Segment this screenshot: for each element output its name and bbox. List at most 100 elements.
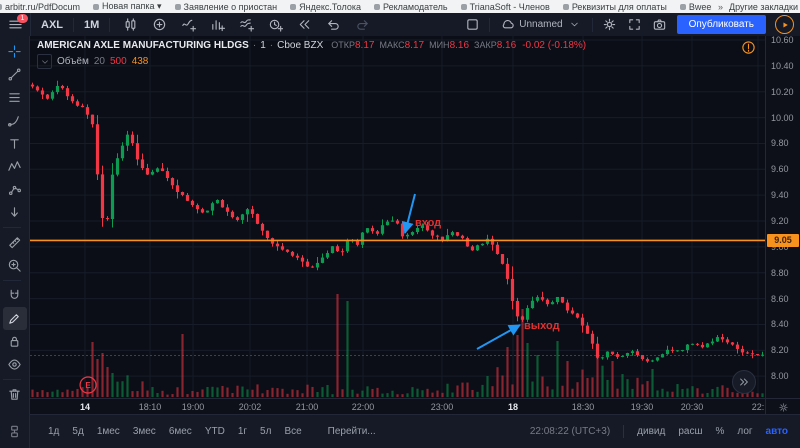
data-warning-icon[interactable]	[741, 40, 756, 55]
xabcd-tool[interactable]	[3, 155, 27, 178]
chart-tools-group	[110, 17, 382, 33]
crosshair-tool[interactable]	[3, 40, 27, 63]
drawing-toolbar	[0, 36, 30, 448]
object-tree-icon[interactable]	[7, 424, 23, 440]
chart-pane[interactable]: AMERICAN AXLE MANUFACTURING HLDGS · 1 · …	[30, 36, 765, 398]
range-Все[interactable]: Все	[284, 426, 302, 437]
template-icon[interactable]	[238, 17, 254, 33]
bookmark-item[interactable]: Заявление о приостан	[174, 2, 277, 12]
time-tick: 19:30	[630, 402, 654, 412]
range-5д[interactable]: 5д	[72, 426, 84, 437]
draw-lock-tool[interactable]	[2, 307, 27, 330]
favicon	[460, 3, 467, 10]
time-tick: 22:00	[351, 402, 375, 412]
price-tick: 8.80	[771, 267, 789, 278]
zoom-in-tool[interactable]	[3, 254, 27, 277]
toggle-авто[interactable]: авто	[765, 426, 788, 437]
go-to-realtime-button[interactable]	[732, 370, 756, 394]
time-tick: 18	[507, 402, 518, 412]
lock-tool[interactable]	[3, 330, 27, 353]
bookmarks-overflow-icon[interactable]: »	[718, 1, 724, 12]
range-YTD[interactable]: YTD	[204, 426, 225, 437]
volume-indicator-label[interactable]: Объём	[57, 56, 89, 67]
magnet-tool[interactable]	[3, 284, 27, 307]
symbol-title[interactable]: AMERICAN AXLE MANUFACTURING HLDGS	[37, 40, 249, 51]
bottom-right-group: 22:08:22 (UTC+3) дивид расш% лог авто	[530, 425, 800, 438]
eye-tool[interactable]	[3, 353, 27, 376]
toggle-дивид[interactable]: дивид	[637, 426, 666, 437]
main-menu-button[interactable]: 1	[0, 13, 31, 36]
toggle-лог[interactable]: лог	[737, 426, 753, 437]
entry-price-label: 9.05	[767, 233, 799, 247]
svg-text:E: E	[85, 381, 91, 390]
gear-icon	[776, 399, 792, 415]
scale-toggles: дивид расш% лог авто	[637, 426, 788, 437]
undo-icon[interactable]	[325, 17, 341, 33]
trash-tool[interactable]	[3, 383, 27, 406]
date-range-buttons: 1д 5д 1мес 3мес 6мес YTD 1г 5л Все	[30, 426, 302, 437]
range-3мес[interactable]: 3мес	[132, 426, 156, 437]
brush-tool[interactable]	[3, 109, 27, 132]
arrow-down-tool[interactable]	[3, 201, 27, 224]
plus-circle-icon[interactable]	[151, 17, 167, 33]
goto-date-button[interactable]: Перейти...	[327, 426, 376, 437]
ohlc-values: ОТКР8.17 МАКС8.17 МИН8.16 ЗАКР8.16	[331, 40, 516, 51]
bookmark-item[interactable]: arbitr.ru/PdfDocum	[0, 2, 80, 12]
text-tool[interactable]	[3, 132, 27, 155]
price-tick: 10.40	[771, 60, 794, 71]
clock-timezone[interactable]: 22:08:22 (UTC+3)	[529, 426, 611, 437]
toggle-расш[interactable]: расш	[678, 426, 703, 437]
legend-interval: 1	[260, 40, 266, 51]
bookmark-item[interactable]: Bweeble	[679, 2, 712, 12]
volume-ma-value: 438	[131, 56, 149, 67]
candle-icon[interactable]	[122, 17, 138, 33]
price-tick: 10.60	[771, 35, 794, 45]
trendline-tool[interactable]	[3, 63, 27, 86]
price-tick: 9.80	[771, 138, 789, 149]
price-axis[interactable]: 9.05 10.60 10.40 10.20 10.00 9.80 9.60 9.40 9.2…	[765, 35, 800, 407]
bars-icon[interactable]	[209, 17, 225, 33]
notification-badge: 1	[17, 14, 28, 23]
replay-icon[interactable]	[296, 17, 312, 33]
time-tick: 20:02	[238, 402, 262, 412]
layout-icon[interactable]	[464, 17, 480, 33]
other-bookmarks-button[interactable]: Другие закладки	[729, 1, 798, 12]
range-5л[interactable]: 5л	[260, 426, 272, 437]
indicator-icon[interactable]	[180, 17, 196, 33]
ohlc-value: 8.17	[404, 40, 425, 51]
bookmark-item[interactable]: Яндекс.Толока	[290, 2, 361, 12]
settings-gear-icon[interactable]	[602, 17, 618, 33]
snapshot-camera-icon[interactable]	[652, 17, 668, 33]
price-tick: 9.20	[771, 216, 789, 227]
bookmark-item[interactable]: TrianaSoft - Членов	[460, 2, 550, 12]
interval-button[interactable]: 1M	[84, 18, 100, 31]
redo-icon[interactable]	[354, 17, 370, 33]
axis-settings-button[interactable]	[765, 398, 800, 415]
price-change: -0.02 (-0.18%)	[522, 40, 587, 51]
fib-tool[interactable]	[3, 86, 27, 109]
stream-play-button[interactable]	[775, 15, 794, 34]
range-1г[interactable]: 1г	[237, 426, 248, 437]
bookmark-item[interactable]: Рекламодатель	[373, 2, 448, 12]
time-tick: 23:00	[430, 402, 454, 412]
forecast-tool[interactable]	[3, 178, 27, 201]
toggle-%[interactable]: %	[715, 426, 725, 437]
bookmark-item[interactable]: Реквизиты для оплаты	[562, 2, 667, 12]
symbol-button[interactable]: AXL	[41, 18, 63, 31]
ohlc-value: 8.16	[496, 40, 517, 51]
publish-button[interactable]: Опубликовать	[676, 15, 766, 34]
bottom-toolbar: 1д 5д 1мес 3мес 6мес YTD 1г 5л Все Перейти... 22…	[30, 414, 800, 448]
alert-icon[interactable]	[267, 17, 283, 33]
time-axis[interactable]: 14 18:10 19:00 20:02 21:00 22:00 23:00 18 18:30 1…	[30, 398, 765, 415]
legend-collapse-button[interactable]	[37, 54, 52, 69]
range-1д[interactable]: 1д	[48, 426, 60, 437]
time-tick: 21:00	[295, 402, 319, 412]
bookmark-item[interactable]: Новая папка ▾	[93, 1, 162, 12]
fullscreen-icon[interactable]	[627, 17, 643, 33]
ruler-tool[interactable]	[3, 231, 27, 254]
range-1мес[interactable]: 1мес	[96, 426, 120, 437]
range-6мес[interactable]: 6мес	[168, 426, 192, 437]
cloud-layout-menu[interactable]: Unnamed	[499, 17, 582, 33]
